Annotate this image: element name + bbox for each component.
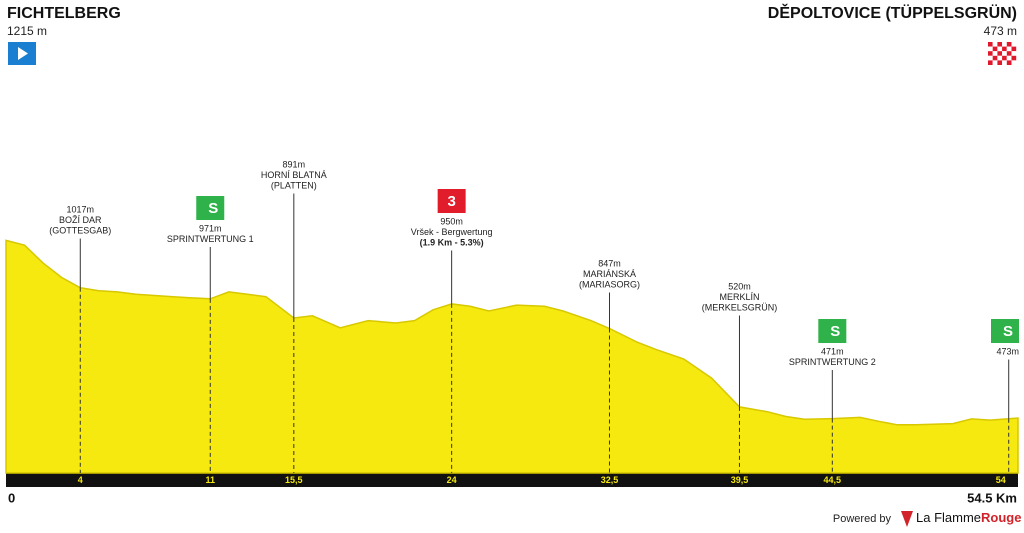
finish-icon — [988, 42, 1017, 65]
flag-cell — [988, 55, 993, 61]
x-tick-label: 24 — [447, 475, 457, 485]
marker-text: (1.9 Km - 5.3%) — [420, 237, 484, 247]
flag-cell — [1011, 46, 1017, 52]
flag-cell — [1002, 51, 1007, 56]
sprint-icon — [991, 319, 1019, 343]
x-tick-label: 11 — [205, 475, 215, 485]
flag-cell — [988, 51, 993, 56]
flag-cell — [1002, 60, 1007, 65]
icon-label: S — [1003, 323, 1013, 340]
x-tick-label: 4 — [78, 475, 83, 485]
x-start-label: 0 — [8, 490, 15, 505]
brand-accent: Rouge — [981, 510, 1021, 525]
marker-text: BOŽÍ DAR — [59, 215, 102, 225]
flag-cell — [988, 46, 993, 52]
finish-elevation: 473 m — [984, 24, 1017, 38]
flag-cell — [1011, 42, 1017, 47]
flag-cell — [997, 55, 1003, 61]
flag-cell — [1006, 60, 1012, 65]
flag-cell — [997, 46, 1003, 52]
start-elevation: 1215 m — [7, 24, 47, 38]
marker-text: 950m — [440, 216, 463, 226]
marker-text: 471m — [821, 346, 844, 356]
x-tick-label: 15,5 — [285, 475, 303, 485]
flag-cell — [992, 42, 998, 47]
sprint-icon — [818, 319, 847, 343]
flag-cell — [997, 60, 1003, 65]
x-tick-label: 44,5 — [824, 475, 842, 485]
brand: La Flamme — [916, 510, 981, 525]
marker-text: (MERKELSGRÜN) — [702, 302, 778, 312]
marker-text: (PLATTEN) — [271, 180, 317, 190]
credit-brand: La FlammeRouge — [916, 510, 1021, 525]
marker-text: MARIÁNSKÁ — [583, 269, 636, 279]
marker-text: SPRINTWERTUNG 1 — [167, 234, 254, 244]
flag-cell — [1002, 46, 1007, 52]
finish-name: DĚPOLTOVICE (TÜPPELSGRÜN) — [768, 3, 1017, 22]
icon-label: S — [208, 200, 218, 217]
x-end-label: 54.5 Km — [967, 490, 1017, 505]
icon-label: S — [830, 323, 840, 340]
icon-label: 3 — [447, 193, 455, 210]
flag-cell — [997, 51, 1003, 56]
marker-text: 520m — [728, 281, 751, 291]
flag-cell — [1011, 60, 1017, 65]
marker-text: 473m — [996, 346, 1019, 356]
kom-icon — [437, 189, 466, 213]
flag-cell — [1011, 55, 1017, 61]
marker-text: Vršek - Bergwertung — [411, 227, 493, 237]
profile-area — [5, 239, 1019, 474]
credit-prefix: Powered by — [833, 513, 892, 525]
marker-text: 971m — [199, 223, 222, 233]
flag-cell — [988, 60, 993, 65]
flag-cell — [997, 42, 1003, 47]
flag-cell — [1006, 46, 1012, 52]
marker-text: 1017m — [67, 204, 95, 214]
start-name: FICHTELBERG — [7, 5, 121, 22]
x-tick-label: 32,5 — [601, 475, 619, 485]
marker-text: MERKLÍN — [719, 292, 759, 302]
flag-cell — [992, 55, 998, 61]
credit-logo — [901, 511, 913, 527]
x-tick-label: 39,5 — [731, 475, 749, 485]
flag-cell — [1006, 42, 1012, 47]
flag-cell — [1011, 51, 1017, 56]
marker-text: 847m — [598, 258, 621, 268]
marker-text: 891m — [283, 159, 306, 169]
flag-cell — [992, 60, 998, 65]
flag-cell — [988, 42, 993, 47]
flag-cell — [992, 51, 998, 56]
flag-cell — [1006, 55, 1012, 61]
start-icon — [8, 42, 36, 65]
marker-text: HORNÍ BLATNÁ — [261, 170, 327, 180]
x-tick-label: 54 — [996, 475, 1006, 485]
flag-cell — [1002, 55, 1007, 61]
marker-text: (GOTTESGAB) — [49, 225, 111, 235]
marker-text: (MARIASORG) — [579, 279, 640, 289]
flag-cell — [992, 46, 998, 52]
marker-text: SPRINTWERTUNG 2 — [789, 357, 876, 367]
flag-cell — [1006, 51, 1012, 56]
x-axis-bar — [6, 473, 1018, 487]
sprint-icon — [196, 196, 225, 220]
flag-cell — [1002, 42, 1007, 47]
